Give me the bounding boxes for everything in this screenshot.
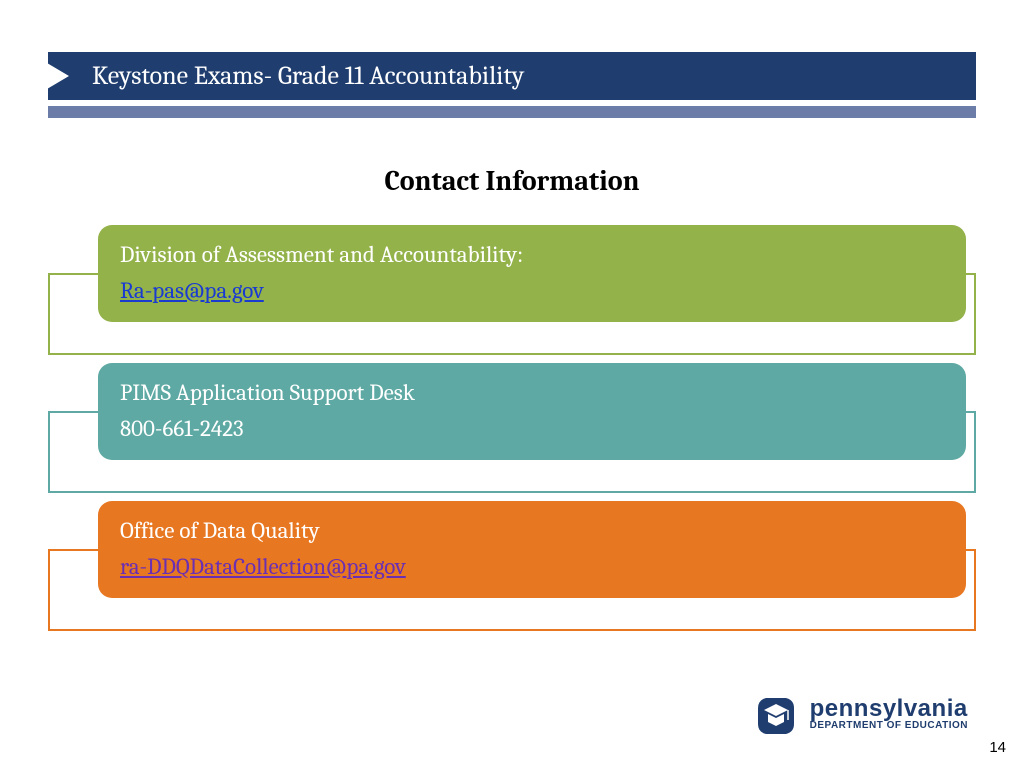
card-front: Office of Data Quality ra-DDQDataCollect…	[98, 501, 966, 598]
logo-icon	[752, 690, 800, 738]
contact-card: Office of Data Quality ra-DDQDataCollect…	[48, 501, 976, 631]
card-contact-text: ra-DDQDataCollection@pa.gov	[120, 553, 406, 580]
contact-card: PIMS Application Support Desk 800-661-24…	[48, 363, 976, 493]
card-front: Division of Assessment and Accountabilit…	[98, 225, 966, 322]
contact-card: Division of Assessment and Accountabilit…	[48, 225, 976, 355]
card-title: Office of Data Quality	[120, 513, 944, 549]
logo-text: pennsylvania DEPARTMENT OF EDUCATION	[810, 697, 968, 731]
card-front: PIMS Application Support Desk 800-661-24…	[98, 363, 966, 460]
card-contact: 800-661-2423	[120, 411, 944, 447]
contact-cards: Division of Assessment and Accountabilit…	[48, 225, 976, 639]
sub-bar	[48, 106, 976, 118]
card-contact[interactable]: ra-DDQDataCollection@pa.gov	[120, 549, 944, 585]
title-bar: Keystone Exams- Grade 11 Accountability	[48, 52, 976, 100]
card-title: PIMS Application Support Desk	[120, 375, 944, 411]
slide-title: Keystone Exams- Grade 11 Accountability	[92, 61, 524, 91]
card-title: Division of Assessment and Accountabilit…	[120, 237, 944, 273]
card-contact-text: Ra-pas@pa.gov	[120, 277, 264, 304]
page-number: 14	[989, 739, 1006, 756]
logo-text-small: DEPARTMENT OF EDUCATION	[810, 721, 968, 731]
logo-text-big: pennsylvania	[810, 697, 968, 721]
header: Keystone Exams- Grade 11 Accountability	[48, 52, 976, 118]
card-contact-text: 800-661-2423	[120, 415, 244, 442]
logo: pennsylvania DEPARTMENT OF EDUCATION	[752, 690, 968, 738]
card-contact[interactable]: Ra-pas@pa.gov	[120, 273, 944, 309]
section-title: Contact Information	[0, 165, 1024, 197]
arrow-icon	[47, 63, 69, 89]
